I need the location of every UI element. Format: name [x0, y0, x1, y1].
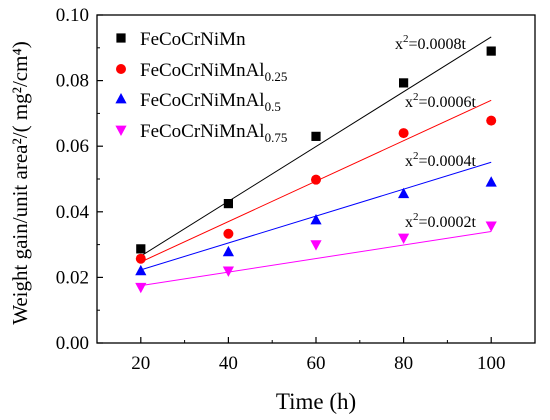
data-point — [398, 233, 410, 245]
legend-entry: FeCoCrNiMnAl0.75 — [140, 121, 287, 145]
data-point — [222, 266, 234, 277]
data-point — [485, 176, 497, 187]
data-point — [486, 46, 496, 56]
legend-marker — [115, 125, 127, 136]
data-point — [135, 282, 147, 294]
x-axis-label: Time (h) — [276, 389, 356, 414]
y-tick-label: 0.08 — [56, 71, 89, 92]
x-tick-label: 40 — [219, 353, 238, 374]
legend-entry: FeCoCrNiMn — [140, 29, 246, 50]
fit-line — [140, 230, 492, 287]
y-tick-label: 0.10 — [56, 5, 89, 26]
legend-marker — [115, 93, 127, 104]
x-tick-label: 80 — [394, 353, 413, 374]
fit-equation: x2=0.0004t — [405, 150, 477, 170]
fit-annotations: x2=0.0008t x2=0.0006t x2=0.0004t x2=0.0002t — [395, 33, 477, 231]
y-axis-ticks: 0.00 0.02 0.04 0.06 0.08 0.10 — [56, 5, 103, 354]
x-axis-ticks: 20 40 60 80 100 — [96, 337, 536, 374]
legend: FeCoCrNiMn FeCoCrNiMnAl0.25 FeCoCrNiMnAl0.… — [115, 29, 287, 145]
x-tick-label: 20 — [131, 353, 150, 374]
data-point — [485, 221, 497, 232]
fit-equation: x2=0.0006t — [405, 91, 477, 111]
data-point — [223, 199, 233, 209]
legend-entry: FeCoCrNiMnAl0.5 — [140, 90, 281, 114]
data-point — [310, 214, 322, 225]
legend-marker — [116, 64, 126, 74]
data-point — [310, 240, 322, 251]
data-point — [311, 131, 321, 141]
fit-equation: x2=0.0008t — [395, 33, 467, 53]
data-point — [399, 78, 409, 88]
data-point — [311, 174, 321, 185]
data-point — [398, 128, 409, 139]
legend-marker — [116, 33, 126, 43]
data-point — [136, 244, 146, 254]
y-axis-label: Weight gain/unit area²/( mg²/cm⁴) — [8, 41, 32, 325]
data-point — [135, 264, 147, 276]
x-tick-label: 100 — [477, 353, 506, 374]
data-points — [135, 46, 497, 294]
y-tick-label: 0.06 — [56, 136, 89, 157]
data-point — [486, 115, 497, 126]
x-tick-label: 60 — [307, 353, 326, 374]
axes: 20 40 60 80 100 0.00 0.02 0.04 0.06 0.08 0.10 Tim… — [8, 5, 536, 414]
y-tick-label: 0.02 — [56, 267, 89, 288]
y-tick-label: 0.04 — [56, 202, 90, 223]
data-point — [398, 187, 410, 199]
data-point — [135, 253, 146, 264]
data-point — [223, 228, 234, 239]
y-tick-label: 0.00 — [56, 333, 89, 354]
fit-equation: x2=0.0002t — [405, 211, 477, 231]
fit-line — [140, 36, 492, 257]
data-point — [222, 245, 234, 257]
legend-entry: FeCoCrNiMnAl0.25 — [140, 60, 287, 84]
